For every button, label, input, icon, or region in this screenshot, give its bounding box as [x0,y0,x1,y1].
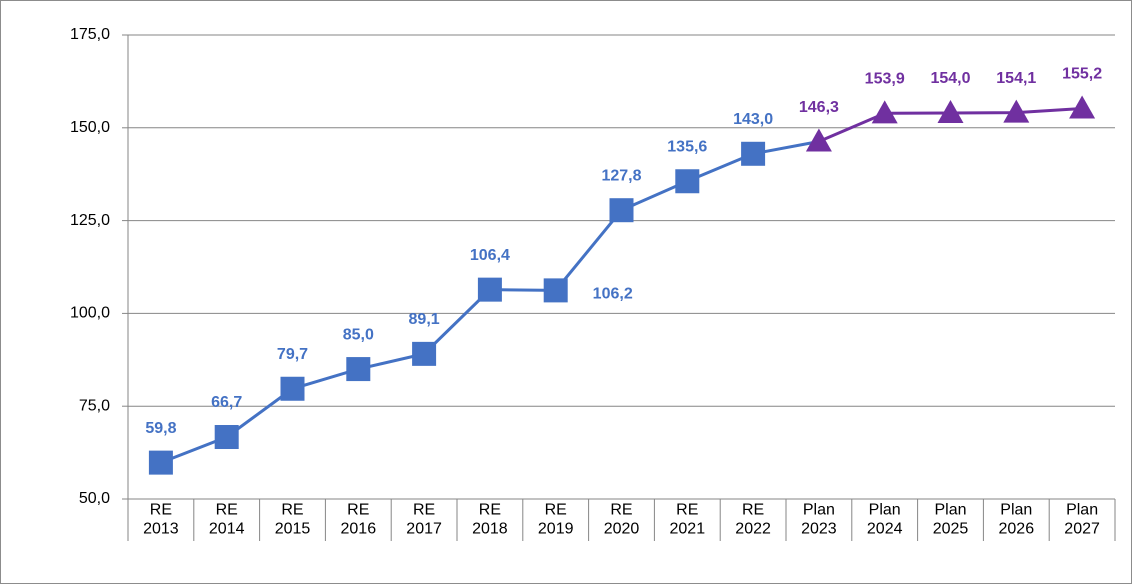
x-tick-label: RE 2013 [143,502,179,538]
marker [412,341,437,366]
data-label: 146,3 [799,99,839,116]
data-label: 66,7 [211,394,242,411]
y-tick-label: 125,0 [70,212,110,229]
marker [871,100,898,124]
marker [609,198,634,223]
data-label: 85,0 [343,326,374,343]
y-tick-label: 175,0 [70,26,110,43]
data-label: 154,0 [930,70,970,87]
data-label: 153,9 [865,71,905,88]
y-tick-label: 75,0 [79,397,110,414]
data-label: 143,0 [733,111,773,128]
marker [805,128,832,152]
data-label: 127,8 [601,167,641,184]
marker [1003,99,1030,123]
marker [148,450,173,475]
x-tick-label: Plan 2027 [1064,502,1100,538]
marker [937,99,964,123]
x-tick-label: RE 2017 [406,502,442,538]
marker [543,278,568,303]
data-label: 106,4 [470,247,510,264]
x-tick-label: Plan 2025 [933,502,969,538]
x-tick-label: Plan 2026 [999,502,1035,538]
x-tick-label: RE 2018 [472,502,508,538]
x-tick-label: Plan 2023 [801,502,837,538]
marker [214,425,239,450]
marker [741,141,766,166]
x-tick-label: RE 2014 [209,502,245,538]
data-label: 59,8 [145,420,176,437]
x-tick-label: Plan 2024 [867,502,903,538]
x-tick-label: RE 2021 [670,502,706,538]
data-label: 106,2 [593,286,633,303]
y-tick-label: 150,0 [70,119,110,136]
data-label: 79,7 [277,346,308,363]
x-tick-label: RE 2022 [735,502,771,538]
marker [477,277,502,302]
data-label: 155,2 [1062,66,1102,83]
x-tick-label: RE 2019 [538,502,574,538]
y-tick-label: 50,0 [79,490,110,507]
marker [1069,95,1096,119]
marker [280,376,305,401]
data-label: 135,6 [667,138,707,155]
data-label: 154,1 [996,70,1036,87]
x-tick-label: RE 2016 [341,502,377,538]
series-line [160,152,754,465]
y-tick-label: 100,0 [70,305,110,322]
marker [675,169,700,194]
x-tick-label: RE 2015 [275,502,311,538]
x-tick-label: RE 2020 [604,502,640,538]
marker [346,357,371,382]
data-label: 89,1 [409,311,440,328]
